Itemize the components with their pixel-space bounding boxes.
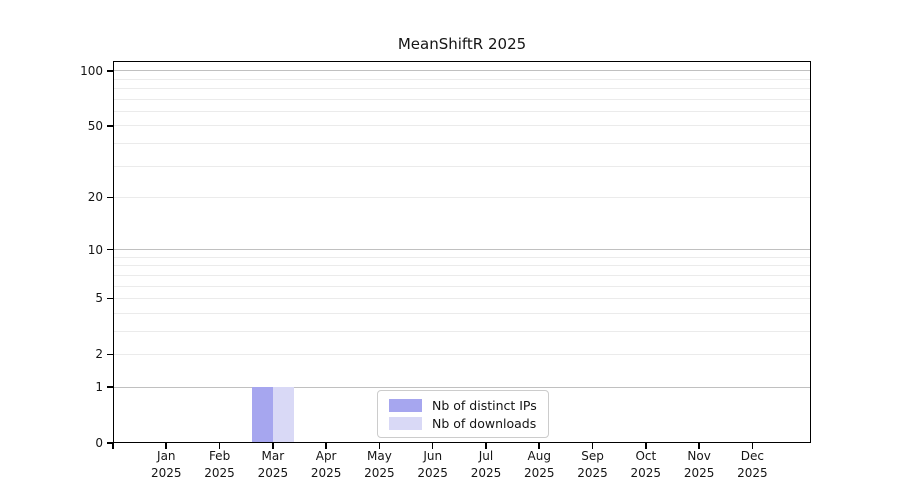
y-gridline-minor	[113, 297, 811, 299]
x-axis-tick	[538, 443, 541, 449]
legend-swatch	[389, 416, 422, 430]
x-tick-year: 2025	[257, 465, 289, 480]
y-gridline-minor	[113, 330, 811, 332]
y-axis-tick	[107, 353, 113, 356]
x-tick-year: 2025	[523, 465, 555, 480]
x-tick-month: Sep	[581, 449, 604, 463]
y-axis-tick	[107, 125, 113, 127]
x-axis-tick	[218, 443, 221, 449]
x-tick-year: 2025	[683, 465, 715, 480]
x-tick-month: Jan	[157, 449, 176, 463]
x-axis-tick-label: Oct 2025	[618, 448, 674, 481]
x-tick-year: 2025	[204, 465, 235, 480]
x-axis-tick-label: Jan 2025	[138, 448, 194, 481]
x-tick-year: 2025	[417, 465, 448, 480]
legend-swatch	[389, 398, 422, 412]
x-axis-tick	[272, 443, 274, 449]
y-axis-tick-label: 2	[95, 347, 103, 362]
y-gridline-major	[113, 70, 811, 72]
x-axis-tick-label: Feb 2025	[192, 448, 248, 481]
y-axis-tick	[107, 248, 113, 251]
y-axis-tick-label: 5	[95, 291, 103, 306]
y-gridline-major	[113, 249, 811, 251]
y-gridline-minor	[113, 165, 811, 167]
x-tick-month: Apr	[315, 449, 337, 463]
x-tick-month: Aug	[527, 449, 551, 463]
x-axis-tick	[751, 443, 754, 449]
x-axis-tick-label: Jun 2025	[405, 448, 461, 481]
x-axis-tick-label: Jul 2025	[458, 448, 514, 481]
y-gridline-minor	[113, 285, 811, 287]
x-axis-tick-label: Sep 2025	[565, 448, 621, 481]
y-gridline-minor	[113, 353, 811, 355]
x-axis-tick	[591, 443, 594, 449]
x-axis-tick	[165, 443, 168, 449]
x-tick-month: Feb	[208, 449, 231, 463]
x-axis-tick-label: Nov 2025	[671, 448, 727, 481]
y-gridline-minor	[113, 125, 811, 127]
x-axis-tick	[325, 443, 327, 449]
y-gridline-minor	[113, 256, 811, 258]
y-gridline-major	[113, 386, 811, 388]
x-axis-tick	[645, 443, 647, 449]
x-axis-tick	[431, 443, 434, 449]
x-tick-month: Oct	[635, 449, 657, 463]
bar-distinct-ips	[251, 387, 273, 443]
x-tick-month: Jun	[423, 449, 443, 463]
x-tick-year: 2025	[630, 465, 662, 480]
y-gridline-minor	[113, 78, 811, 80]
y-axis-tick-label: 10	[87, 242, 103, 257]
y-axis-tick	[107, 69, 113, 72]
x-axis-tick-label: Aug 2025	[511, 448, 567, 481]
y-axis-tick-label: 1	[95, 380, 103, 395]
x-tick-year: 2025	[577, 465, 608, 480]
x-tick-month: Nov	[687, 449, 711, 463]
x-tick-month: May	[367, 449, 392, 463]
y-gridline-minor	[113, 196, 811, 198]
x-tick-month: Dec	[740, 449, 764, 463]
x-tick-year: 2025	[737, 465, 768, 480]
y-axis-tick-label: 0	[95, 436, 103, 450]
legend-label: Nb of downloads	[432, 415, 537, 431]
legend-item: Nb of distinct IPs	[389, 396, 537, 414]
y-gridline-minor	[113, 312, 811, 314]
y-axis-tick	[107, 297, 113, 300]
legend-label: Nb of distinct IPs	[432, 397, 537, 413]
y-axis-tick-label: 20	[87, 190, 103, 205]
y-axis-tick	[107, 386, 113, 388]
legend: Nb of distinct IPs Nb of downloads	[377, 390, 549, 438]
y-axis-tick	[107, 196, 113, 199]
y-gridline-minor	[113, 274, 811, 276]
y-axis-tick-label: 100	[80, 63, 103, 78]
legend-item: Nb of downloads	[389, 414, 537, 432]
x-axis-tick	[698, 443, 700, 449]
y-axis-tick-label: 50	[87, 118, 103, 133]
x-axis-tick-label: Mar 2025	[245, 448, 301, 481]
y-gridline-minor	[113, 110, 811, 112]
x-tick-year: 2025	[470, 465, 502, 480]
x-axis-tick-label: Dec 2025	[724, 448, 780, 481]
y-axis-tick	[107, 442, 113, 444]
x-tick-month: Mar	[261, 449, 285, 463]
x-tick-year: 2025	[364, 465, 395, 480]
plot-area	[113, 61, 811, 443]
x-axis-tick	[112, 443, 114, 449]
x-tick-month: Jul	[478, 449, 494, 463]
y-gridline-minor	[113, 88, 811, 90]
x-tick-year: 2025	[310, 465, 342, 480]
chart-title: MeanShiftR 2025	[397, 35, 527, 53]
x-axis-tick	[485, 443, 487, 449]
y-gridline-minor	[113, 98, 811, 100]
y-gridline-minor	[113, 142, 811, 144]
x-axis-tick	[378, 443, 381, 449]
bar-downloads	[272, 387, 295, 443]
x-tick-year: 2025	[151, 465, 182, 480]
x-axis-tick-label: May 2025	[351, 448, 407, 481]
x-axis-tick-label: Apr 2025	[298, 448, 354, 481]
y-gridline-minor	[113, 265, 811, 267]
